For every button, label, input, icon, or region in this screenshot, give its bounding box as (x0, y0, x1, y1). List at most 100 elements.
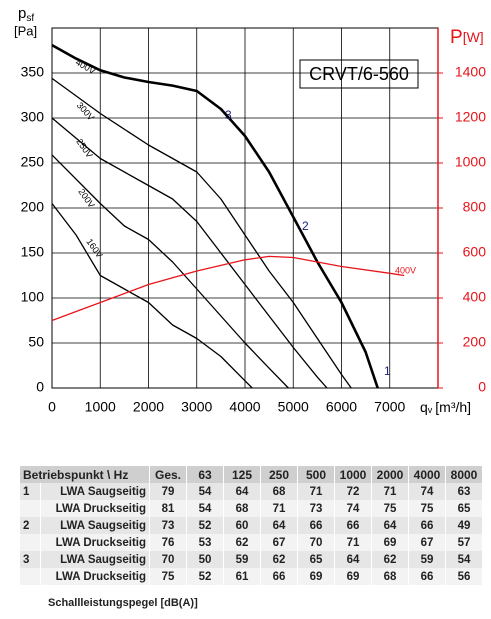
series-line (51, 77, 352, 389)
cell: 64 (260, 517, 298, 534)
y-tick-label: 200 (21, 199, 45, 215)
cell: 53 (186, 534, 224, 551)
cell: 81 (149, 500, 187, 517)
y-tick-label: 250 (21, 154, 45, 170)
cell: 75 (149, 568, 187, 585)
x-tick-label: 2000 (133, 399, 164, 415)
sound-table: Betriebspunkt \ Hz Ges. 63 125 250 500 1000 200… (20, 466, 483, 585)
cell: 2000 (371, 466, 409, 483)
cell: LWA Saugseitig (40, 551, 150, 568)
cell: 67 (260, 534, 298, 551)
cell: 50 (186, 551, 224, 568)
y-tick-label: 50 (28, 334, 44, 350)
x-tick-label: 1000 (85, 399, 116, 415)
cell: 71 (371, 483, 409, 500)
y2-tick-label: 400 (463, 289, 487, 305)
cell: LWA Druckseitig (40, 534, 150, 551)
cell: 64 (223, 483, 261, 500)
y-tick-label: 100 (21, 289, 45, 305)
cell: 76 (149, 534, 187, 551)
cell: 67 (408, 534, 446, 551)
x-label-text: q (420, 399, 428, 415)
cell: 64 (371, 517, 409, 534)
series-line (51, 255, 405, 322)
cell: 66 (408, 517, 446, 534)
cell: 74 (408, 483, 446, 500)
operating-point: 3 (225, 108, 232, 122)
cell: 500 (297, 466, 335, 483)
x-tick-label: 7000 (374, 399, 405, 415)
y2-label-text: P (450, 27, 463, 48)
cell: 70 (297, 534, 335, 551)
cell: 49 (445, 517, 483, 534)
x-tick-label: 5000 (278, 399, 309, 415)
series-label: 400V (395, 265, 416, 275)
cell: 54 (186, 500, 224, 517)
y-unit: [Pa] (14, 23, 37, 38)
footnote: Schallleistungspegel [dB(A)] (48, 597, 198, 609)
chart: CRVT/6-560 psf [Pa] P[W] qv [m³/h] 0 50 100… (14, 5, 487, 416)
cell: 66 (260, 568, 298, 585)
x-tick-label: 3000 (181, 399, 212, 415)
chart-title: CRVT/6-560 (309, 64, 409, 84)
series-label: 160V (84, 237, 104, 260)
series-label: 250V (74, 137, 94, 160)
cell: 71 (334, 534, 372, 551)
table-row: 2 LWA Saugseitig 73 52 60 64 66 66 64 66 49 (20, 517, 483, 534)
y-label-sub: sf (26, 13, 34, 24)
table-row: LWA Druckseitig 81 54 68 71 73 74 75 75 65 (20, 500, 483, 517)
y2-unit: [W] (463, 29, 484, 45)
cell: 59 (408, 551, 446, 568)
cell: 62 (260, 551, 298, 568)
y2-tick-label: 200 (463, 334, 487, 350)
cell: 4000 (408, 466, 446, 483)
cell: 250 (260, 466, 298, 483)
cell (20, 568, 41, 585)
cell (20, 500, 41, 517)
cell: 73 (149, 517, 187, 534)
cell: Ges. (149, 466, 187, 483)
cell: 75 (408, 500, 446, 517)
x-tick-label: 4000 (229, 399, 260, 415)
cell: 3 (20, 551, 41, 568)
series-label: 400V (74, 57, 97, 76)
table-row: Betriebspunkt \ Hz Ges. 63 125 250 500 1000 200… (20, 466, 483, 483)
x-unit: [m³/h] (435, 399, 471, 415)
table-row: LWA Druckseitig 76 53 62 67 70 71 69 67 57 (20, 534, 483, 551)
y2-tick-label: 1200 (455, 109, 486, 125)
cell: 63 (445, 483, 483, 500)
cell: 61 (223, 568, 261, 585)
title-box (299, 59, 419, 89)
table-row: 3 LWA Saugseitig 70 50 59 62 65 64 62 59 54 (20, 551, 483, 568)
y-tick-label: 150 (21, 244, 45, 260)
cell: 125 (223, 466, 261, 483)
y2-tick-label: 1400 (455, 64, 486, 80)
cell: 52 (186, 517, 224, 534)
cell: 52 (186, 568, 224, 585)
cell: 73 (297, 500, 335, 517)
y2-tick-label: 0 (478, 379, 486, 395)
cell: 65 (297, 551, 335, 568)
table-body: Betriebspunkt \ Hz Ges. 63 125 250 500 1000 200… (20, 466, 483, 585)
cell: Betriebspunkt \ Hz (20, 466, 150, 483)
cell: LWA Druckseitig (40, 500, 150, 517)
y2-tick-label: 1000 (455, 154, 486, 170)
x-tick-label: 6000 (326, 399, 357, 415)
cell: 60 (223, 517, 261, 534)
cell: 63 (186, 466, 224, 483)
cell: 68 (260, 483, 298, 500)
cell: 68 (371, 568, 409, 585)
cell: 8000 (445, 466, 483, 483)
series-label: 200V (76, 187, 96, 210)
cell: LWA Saugseitig (40, 517, 150, 534)
cell: 72 (334, 483, 372, 500)
y-label-text: p (18, 5, 26, 22)
x-label: qv [m³/h] (420, 399, 471, 416)
cell: 70 (149, 551, 187, 568)
cell: LWA Druckseitig (40, 568, 150, 585)
y2-tick-label: 800 (463, 199, 487, 215)
x-tick-label: 0 (48, 399, 56, 415)
y-label: psf (18, 5, 34, 24)
cell: 57 (445, 534, 483, 551)
